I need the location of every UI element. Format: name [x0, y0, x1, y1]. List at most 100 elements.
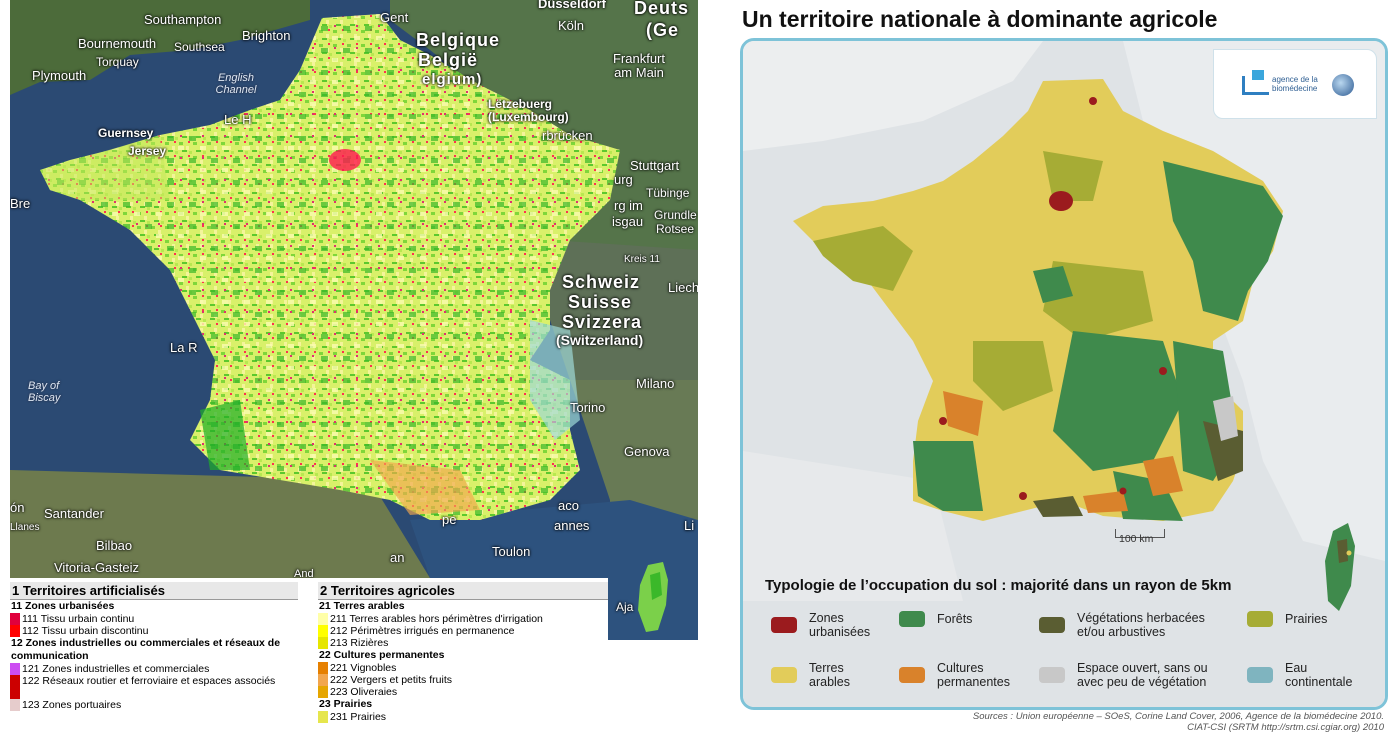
map-label-torquay: Torquay [96, 55, 139, 69]
legend-swatch [771, 667, 797, 683]
legend-item-prairies: Prairies [1247, 611, 1377, 627]
legend-swatch [1247, 667, 1273, 683]
legend-swatch [318, 686, 328, 698]
legend-label: 212 Périmètres irrigués en permanence [330, 625, 515, 637]
map-label-belgie: België [418, 50, 479, 70]
map-label-llanes: Llanes [10, 522, 40, 533]
map-label-gent: Gent [380, 10, 409, 25]
legend-label: Zones urbanisées [809, 611, 871, 639]
map-label-santander: Santander [44, 506, 104, 521]
legend-label: Cultures permanentes [937, 661, 1010, 689]
legend-group-title: 21 Terres arables [319, 600, 405, 612]
scale-bar-label: 100 km [1119, 533, 1154, 545]
legend-swatch [318, 674, 328, 686]
legend-artificial-header: 1 Territoires artificialisés [10, 582, 298, 600]
legend-swatch [318, 613, 328, 625]
map-label-dusseldorf: Düsseldorf [538, 0, 606, 11]
map-label-on: ón [10, 500, 25, 515]
corsica-shape [638, 562, 668, 632]
legend-item-espace-ouvert: Espace ouvert, sans ou avec peu de végét… [1039, 661, 1239, 689]
legend-item: 122 Réseaux routier et ferroviaire et es… [10, 675, 298, 699]
legend-swatch [318, 711, 328, 723]
legend-item: 211 Terres arables hors périmètres d'irr… [318, 613, 608, 625]
legend-swatch [318, 637, 328, 649]
map-label-bilbao: Bilbao [96, 538, 133, 553]
map-label-english-channel: English Channel [215, 72, 257, 96]
legend-group-title: 12 Zones industrielles ou commerciales e… [11, 637, 281, 662]
legend-label: Terres arables [809, 661, 850, 689]
map-label-brest: Bre [10, 196, 31, 211]
legend-item: 231 Prairies [318, 711, 608, 723]
legend-item-terres-arables: Terres arables [771, 661, 891, 689]
legend-label: 231 Prairies [330, 711, 387, 723]
logo-mark-icon [1242, 76, 1269, 95]
scale-bar [1115, 529, 1165, 538]
map-label-genova: Genova [624, 444, 670, 459]
map-label-guernsey: Guernsey [98, 126, 154, 140]
map-label-ajaccio-corsica: Aja [616, 600, 634, 614]
sources-line-1: Sources : Union européenne – SOeS, Corin… [972, 711, 1384, 722]
agence-biomedecine-logo: agence de la biomédecine [1213, 49, 1377, 119]
legend-item-forets: Forêts [899, 611, 1039, 627]
legend-label: 121 Zones industrielles et commerciales [22, 663, 210, 675]
land-cover-satellite-map[interactable]: Southampton Bournemouth Southsea Brighto… [10, 0, 698, 578]
legend-label: 223 Oliveraies [330, 686, 398, 698]
legend-label: Forêts [937, 612, 973, 626]
map-sources-credit: Sources : Union européenne – SOeS, Corin… [973, 711, 1384, 733]
legend-group-title: 11 Zones urbanisées [11, 600, 115, 612]
map-label-an: an [390, 550, 405, 565]
map-label-ge: (Ge [646, 20, 680, 40]
logo-text: agence de la biomédecine [1272, 75, 1318, 93]
map-label-bournemouth: Bournemouth [78, 36, 157, 51]
legend-item: 223 Oliveraies [318, 686, 608, 698]
map-label-saarbrucken: rbrücken [542, 128, 593, 143]
map-label-bay-of-biscay: Bay of Biscay [28, 380, 61, 404]
map-label-andorra: And [294, 568, 314, 578]
map-label-monaco: aco [558, 498, 579, 513]
typology-map-canvas [743, 41, 1385, 707]
map-label-jersey: Jersey [128, 144, 167, 158]
map-label-suisse: Suisse [568, 292, 633, 312]
legend-item-zones-urbanisees: Zones urbanisées [771, 611, 931, 639]
legend-label: Végétations herbacées et/ou arbustives [1077, 611, 1205, 639]
map-label-le-havre: Le H [224, 112, 252, 127]
legend-item: 212 Périmètres irrigués en permanence [318, 625, 608, 637]
legend-label: 221 Vignobles [330, 662, 397, 674]
legend-label: Espace ouvert, sans ou avec peu de végét… [1077, 661, 1208, 689]
map-label-li: Li [684, 518, 695, 533]
map-label-deuts: Deuts [634, 0, 690, 18]
map-label-pe: pe [442, 512, 457, 527]
legend-item: 121 Zones industrielles et commerciales [10, 663, 298, 675]
map-label-torino: Torino [570, 400, 606, 415]
map-label-plymouth: Plymouth [32, 68, 87, 83]
legend-item-cultures-permanentes: Cultures permanentes [899, 661, 1039, 689]
legend-agricultural-header: 2 Territoires agricoles [318, 582, 608, 600]
typology-legend-title: Typologie de l’occupation du sol : major… [765, 577, 1232, 594]
legend-label: Eau continentale [1285, 661, 1353, 689]
legend-swatch [10, 699, 20, 711]
legend-swatch [10, 613, 20, 625]
logo-mark-square-icon [1252, 70, 1264, 80]
satellite-map-canvas [10, 0, 698, 578]
map-label-grundle: Grundle [654, 208, 697, 222]
map-label-toulon: Toulon [492, 544, 531, 559]
legend-label: 211 Terres arables hors périmètres d'irr… [330, 613, 543, 625]
legend-swatch [899, 611, 925, 627]
legend-agricultural-territories: 2 Territoires agricoles 21 Terres arable… [318, 582, 608, 750]
map-label-rg-im: rg im [614, 198, 643, 213]
legend-item-eau-continentale: Eau continentale [1247, 661, 1377, 689]
legend-swatch [318, 625, 328, 637]
map-label-liech: Liech [668, 280, 698, 295]
legend-item: 112 Tissu urbain discontinu [10, 625, 298, 637]
legend-group-title: 22 Cultures permanentes [319, 649, 445, 661]
map-label-isgau: isgau [612, 214, 644, 229]
legend-item: 221 Vignobles [318, 662, 608, 674]
legend-swatch [899, 667, 925, 683]
legend-label: Prairies [1285, 612, 1328, 626]
map-label-la-rochelle: La R [170, 340, 198, 355]
land-use-typology-map[interactable]: agence de la biomédecine 100 km Typologi… [740, 38, 1388, 710]
map-label-southsea: Southsea [174, 40, 225, 54]
legend-label: 123 Zones portuaires [22, 699, 122, 711]
legend-item: 213 Rizières [318, 637, 608, 649]
legend-swatch [1247, 611, 1273, 627]
